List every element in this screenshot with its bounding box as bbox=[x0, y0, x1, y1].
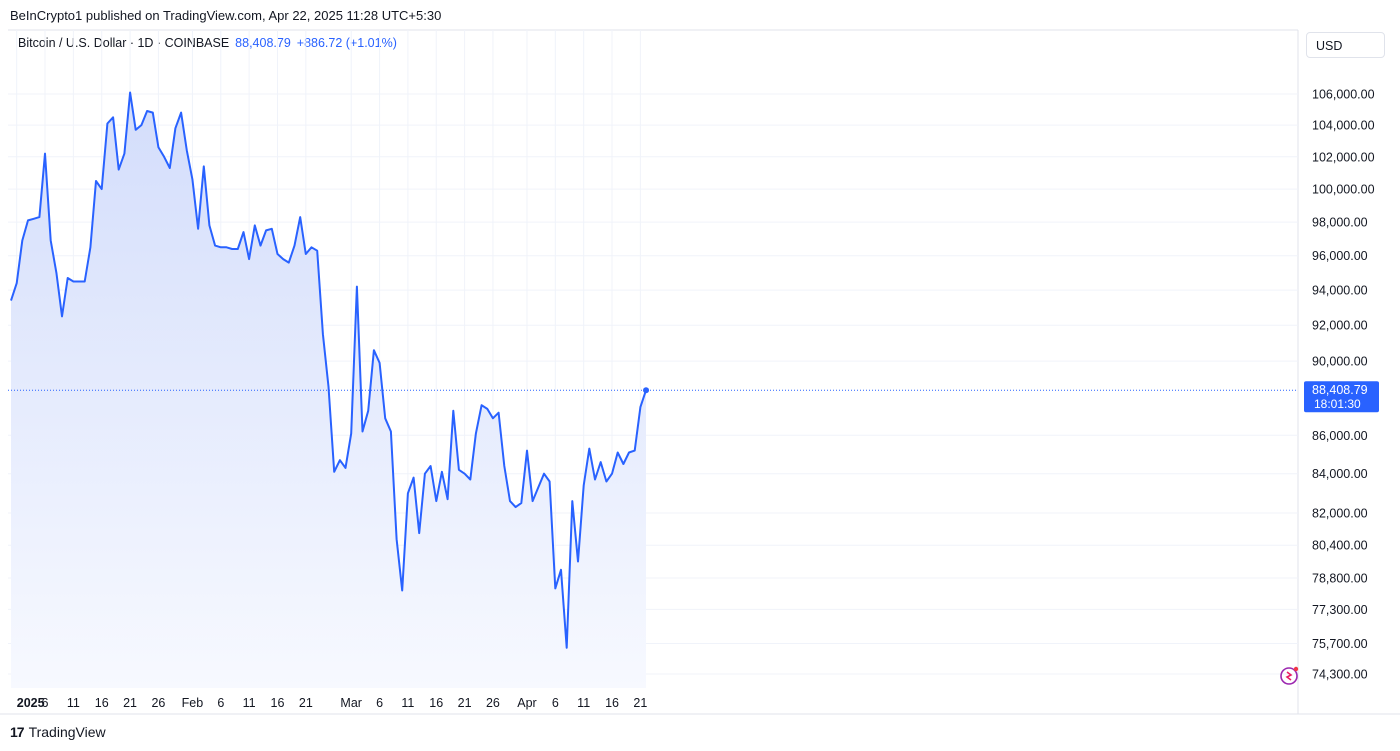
y-tick-label: 90,000.00 bbox=[1312, 355, 1368, 369]
notification-dot-icon bbox=[1293, 666, 1299, 672]
x-tick-label: 26 bbox=[151, 696, 165, 710]
ai-sparkle-icon[interactable] bbox=[1280, 667, 1298, 685]
x-tick-label: 21 bbox=[458, 696, 472, 710]
countdown-label: 18:01:30 bbox=[1314, 397, 1361, 411]
y-tick-label: 75,700.00 bbox=[1312, 637, 1368, 651]
y-tick-label: 100,000.00 bbox=[1312, 183, 1375, 197]
x-tick-label: 21 bbox=[123, 696, 137, 710]
y-tick-label: 102,000.00 bbox=[1312, 150, 1375, 164]
published-info: BeInCrypto1 published on TradingView.com… bbox=[10, 8, 442, 23]
x-tick-label: 21 bbox=[633, 696, 647, 710]
y-tick-label: 84,000.00 bbox=[1312, 467, 1368, 481]
y-tick-label: 92,000.00 bbox=[1312, 319, 1368, 333]
last-price-badge bbox=[1304, 381, 1379, 413]
x-tick-label: 6 bbox=[376, 696, 383, 710]
x-tick-label: 16 bbox=[271, 696, 285, 710]
x-tick-label: 21 bbox=[299, 696, 313, 710]
x-tick-label: Mar bbox=[340, 696, 362, 710]
y-tick-label: 94,000.00 bbox=[1312, 284, 1368, 298]
x-tick-label: 6 bbox=[217, 696, 224, 710]
x-tick-label: 11 bbox=[67, 696, 80, 710]
tradingview-brand[interactable]: 17 TradingView bbox=[10, 724, 106, 740]
legend-change: +886.72 (+1.01%) bbox=[296, 36, 397, 50]
last-price-label: 88,408.79 bbox=[1312, 383, 1368, 397]
y-tick-label: 82,000.00 bbox=[1312, 507, 1368, 521]
x-tick-label: 16 bbox=[95, 696, 109, 710]
x-tick-label: 6 bbox=[552, 696, 559, 710]
y-tick-label: 78,800.00 bbox=[1312, 572, 1368, 586]
x-tick-label: 16 bbox=[605, 696, 619, 710]
y-tick-label: 98,000.00 bbox=[1312, 216, 1368, 230]
y-tick-label: 106,000.00 bbox=[1312, 88, 1375, 102]
x-tick-label: Apr bbox=[517, 696, 536, 710]
y-tick-label: 74,300.00 bbox=[1312, 668, 1368, 682]
price-line[interactable] bbox=[10, 91, 647, 649]
x-tick-label: 11 bbox=[243, 696, 256, 710]
tradingview-logo-icon: 17 bbox=[10, 724, 25, 740]
y-tick-label: 77,300.00 bbox=[1312, 603, 1368, 617]
y-tick-label: 86,000.00 bbox=[1312, 429, 1368, 443]
x-tick-label: 26 bbox=[486, 696, 500, 710]
x-tick-label: 2025 bbox=[17, 696, 45, 710]
tradingview-wordmark: TradingView bbox=[28, 724, 106, 740]
currency-selector[interactable]: USD bbox=[1306, 32, 1385, 58]
x-tick-label: 11 bbox=[401, 696, 414, 710]
x-tick-label: 6 bbox=[42, 696, 49, 710]
y-tick-label: 80,400.00 bbox=[1312, 539, 1368, 553]
last-price-dot bbox=[643, 387, 650, 394]
symbol-title: Bitcoin / U.S. Dollar · 1D · COINBASE bbox=[18, 36, 230, 50]
y-tick-label: 96,000.00 bbox=[1312, 249, 1368, 263]
x-tick-label: 16 bbox=[429, 696, 443, 710]
y-tick-label: 104,000.00 bbox=[1312, 119, 1375, 133]
x-tick-label: 11 bbox=[577, 696, 590, 710]
ai-sparkle-bolt-icon bbox=[1285, 671, 1293, 681]
x-tick-label: Feb bbox=[182, 696, 204, 710]
